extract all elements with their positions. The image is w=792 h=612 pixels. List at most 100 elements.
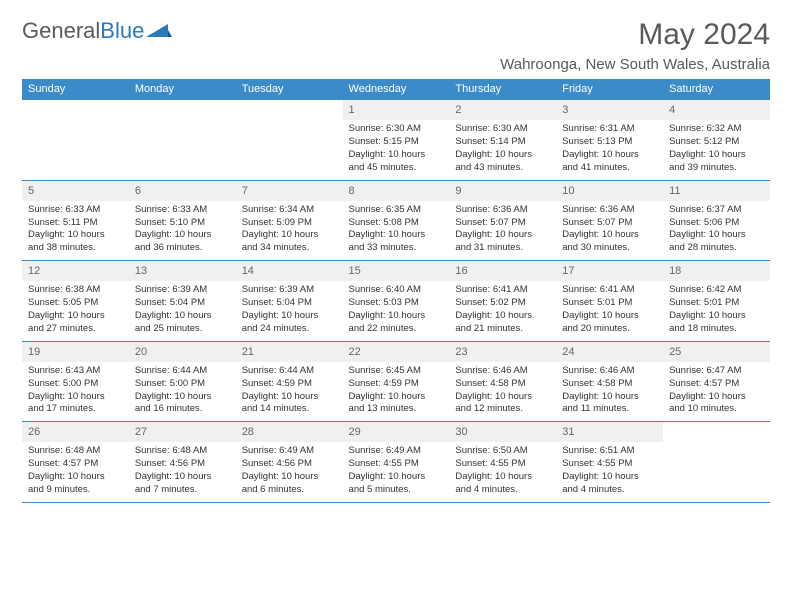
calendar-week-row: 19Sunrise: 6:43 AMSunset: 5:00 PMDayligh… xyxy=(22,341,770,422)
day-number: 7 xyxy=(236,181,343,201)
calendar-week-row: 5Sunrise: 6:33 AMSunset: 5:11 PMDaylight… xyxy=(22,180,770,261)
logo-text: GeneralBlue xyxy=(22,18,172,44)
sunrise-line: Sunrise: 6:34 AM xyxy=(242,204,337,217)
calendar-cell: 10Sunrise: 6:36 AMSunset: 5:07 PMDayligh… xyxy=(556,180,663,261)
day-number: 28 xyxy=(236,422,343,442)
sunset-line: Sunset: 5:02 PM xyxy=(455,297,550,310)
calendar-cell: 2Sunrise: 6:30 AMSunset: 5:14 PMDaylight… xyxy=(449,100,556,181)
day-body: Sunrise: 6:49 AMSunset: 4:56 PMDaylight:… xyxy=(236,442,343,501)
day-body: Sunrise: 6:43 AMSunset: 5:00 PMDaylight:… xyxy=(22,362,129,421)
day-body: Sunrise: 6:46 AMSunset: 4:58 PMDaylight:… xyxy=(556,362,663,421)
weekday-header: Thursday xyxy=(449,79,556,100)
sunrise-line: Sunrise: 6:44 AM xyxy=(242,365,337,378)
day-body: Sunrise: 6:41 AMSunset: 5:02 PMDaylight:… xyxy=(449,281,556,340)
day-number: 24 xyxy=(556,342,663,362)
day-body: Sunrise: 6:30 AMSunset: 5:14 PMDaylight:… xyxy=(449,120,556,179)
sunset-line: Sunset: 4:57 PM xyxy=(28,458,123,471)
sunset-line: Sunset: 4:56 PM xyxy=(135,458,230,471)
daylight-line: Daylight: 10 hours and 34 minutes. xyxy=(242,229,337,255)
calendar-cell: 27Sunrise: 6:48 AMSunset: 4:56 PMDayligh… xyxy=(129,422,236,503)
daylight-line: Daylight: 10 hours and 28 minutes. xyxy=(669,229,764,255)
sunrise-line: Sunrise: 6:36 AM xyxy=(562,204,657,217)
logo-word2: Blue xyxy=(100,18,144,44)
calendar-cell: 3Sunrise: 6:31 AMSunset: 5:13 PMDaylight… xyxy=(556,100,663,181)
daylight-line: Daylight: 10 hours and 17 minutes. xyxy=(28,391,123,417)
sunrise-line: Sunrise: 6:39 AM xyxy=(135,284,230,297)
sunrise-line: Sunrise: 6:48 AM xyxy=(28,445,123,458)
sunset-line: Sunset: 4:56 PM xyxy=(242,458,337,471)
day-body: Sunrise: 6:42 AMSunset: 5:01 PMDaylight:… xyxy=(663,281,770,340)
sunrise-line: Sunrise: 6:41 AM xyxy=(562,284,657,297)
day-body: Sunrise: 6:40 AMSunset: 5:03 PMDaylight:… xyxy=(343,281,450,340)
logo-word1: General xyxy=(22,18,100,44)
sunset-line: Sunset: 5:12 PM xyxy=(669,136,764,149)
calendar-cell: 14Sunrise: 6:39 AMSunset: 5:04 PMDayligh… xyxy=(236,261,343,342)
calendar-cell: 26Sunrise: 6:48 AMSunset: 4:57 PMDayligh… xyxy=(22,422,129,503)
daylight-line: Daylight: 10 hours and 6 minutes. xyxy=(242,471,337,497)
calendar-cell: 8Sunrise: 6:35 AMSunset: 5:08 PMDaylight… xyxy=(343,180,450,261)
sunrise-line: Sunrise: 6:33 AM xyxy=(28,204,123,217)
sunset-line: Sunset: 5:11 PM xyxy=(28,217,123,230)
sunrise-line: Sunrise: 6:33 AM xyxy=(135,204,230,217)
calendar-cell: 4Sunrise: 6:32 AMSunset: 5:12 PMDaylight… xyxy=(663,100,770,181)
header: GeneralBlue May 2024 xyxy=(22,18,770,52)
sunset-line: Sunset: 4:57 PM xyxy=(669,378,764,391)
daylight-line: Daylight: 10 hours and 36 minutes. xyxy=(135,229,230,255)
day-number: 11 xyxy=(663,181,770,201)
calendar-cell: 15Sunrise: 6:40 AMSunset: 5:03 PMDayligh… xyxy=(343,261,450,342)
weekday-header: Wednesday xyxy=(343,79,450,100)
day-body: Sunrise: 6:31 AMSunset: 5:13 PMDaylight:… xyxy=(556,120,663,179)
weekday-header: Sunday xyxy=(22,79,129,100)
calendar-cell: 31Sunrise: 6:51 AMSunset: 4:55 PMDayligh… xyxy=(556,422,663,503)
day-number: 3 xyxy=(556,100,663,120)
calendar-cell: 22Sunrise: 6:45 AMSunset: 4:59 PMDayligh… xyxy=(343,341,450,422)
location-text: Wahroonga, New South Wales, Australia xyxy=(22,56,770,73)
calendar-cell: 11 Sunrise: 6:37 AMSunset: 5:06 PMDayligh… xyxy=(663,180,770,261)
sunrise-line: Sunrise: 6:44 AM xyxy=(135,365,230,378)
sunrise-line: Sunrise: 6:41 AM xyxy=(455,284,550,297)
day-number: 1 xyxy=(343,100,450,120)
title-block: May 2024 xyxy=(638,18,770,52)
sunset-line: Sunset: 4:58 PM xyxy=(562,378,657,391)
calendar-cell: 30Sunrise: 6:50 AMSunset: 4:55 PMDayligh… xyxy=(449,422,556,503)
sunset-line: Sunset: 5:03 PM xyxy=(349,297,444,310)
calendar-cell: 21Sunrise: 6:44 AMSunset: 4:59 PMDayligh… xyxy=(236,341,343,422)
day-body: Sunrise: 6:46 AMSunset: 4:58 PMDaylight:… xyxy=(449,362,556,421)
calendar-cell: 28Sunrise: 6:49 AMSunset: 4:56 PMDayligh… xyxy=(236,422,343,503)
daylight-line: Daylight: 10 hours and 12 minutes. xyxy=(455,391,550,417)
calendar-cell: 6Sunrise: 6:33 AMSunset: 5:10 PMDaylight… xyxy=(129,180,236,261)
day-body: Sunrise: 6:49 AMSunset: 4:55 PMDaylight:… xyxy=(343,442,450,501)
sunset-line: Sunset: 5:00 PM xyxy=(28,378,123,391)
sunrise-line: Sunrise: 6:32 AM xyxy=(669,123,764,136)
day-body: Sunrise: 6:51 AMSunset: 4:55 PMDaylight:… xyxy=(556,442,663,501)
day-body: Sunrise: 6:39 AMSunset: 5:04 PMDaylight:… xyxy=(236,281,343,340)
sunrise-line: Sunrise: 6:42 AM xyxy=(669,284,764,297)
sunrise-line: Sunrise: 6:37 AM xyxy=(669,204,764,217)
daylight-line: Daylight: 10 hours and 21 minutes. xyxy=(455,310,550,336)
day-number: 20 xyxy=(129,342,236,362)
sunrise-line: Sunrise: 6:38 AM xyxy=(28,284,123,297)
sunset-line: Sunset: 4:58 PM xyxy=(455,378,550,391)
sunset-line: Sunset: 5:06 PM xyxy=(669,217,764,230)
weekday-header: Saturday xyxy=(663,79,770,100)
day-number: 8 xyxy=(343,181,450,201)
sunset-line: Sunset: 5:10 PM xyxy=(135,217,230,230)
sunrise-line: Sunrise: 6:39 AM xyxy=(242,284,337,297)
daylight-line: Daylight: 10 hours and 24 minutes. xyxy=(242,310,337,336)
day-number: 12 xyxy=(22,261,129,281)
calendar-cell: 16Sunrise: 6:41 AMSunset: 5:02 PMDayligh… xyxy=(449,261,556,342)
calendar-cell: 5Sunrise: 6:33 AMSunset: 5:11 PMDaylight… xyxy=(22,180,129,261)
day-number: 16 xyxy=(449,261,556,281)
calendar-cell: 23Sunrise: 6:46 AMSunset: 4:58 PMDayligh… xyxy=(449,341,556,422)
sunrise-line: Sunrise: 6:30 AM xyxy=(349,123,444,136)
calendar-header-row: SundayMondayTuesdayWednesdayThursdayFrid… xyxy=(22,79,770,100)
day-body: Sunrise: 6:36 AMSunset: 5:07 PMDaylight:… xyxy=(556,201,663,260)
daylight-line: Daylight: 10 hours and 5 minutes. xyxy=(349,471,444,497)
weekday-header: Monday xyxy=(129,79,236,100)
sunset-line: Sunset: 5:00 PM xyxy=(135,378,230,391)
day-body: Sunrise: 6:45 AMSunset: 4:59 PMDaylight:… xyxy=(343,362,450,421)
sunset-line: Sunset: 5:04 PM xyxy=(242,297,337,310)
calendar-cell: 1Sunrise: 6:30 AMSunset: 5:15 PMDaylight… xyxy=(343,100,450,181)
calendar-cell: 17Sunrise: 6:41 AMSunset: 5:01 PMDayligh… xyxy=(556,261,663,342)
day-body: Sunrise: 6:32 AMSunset: 5:12 PMDaylight:… xyxy=(663,120,770,179)
